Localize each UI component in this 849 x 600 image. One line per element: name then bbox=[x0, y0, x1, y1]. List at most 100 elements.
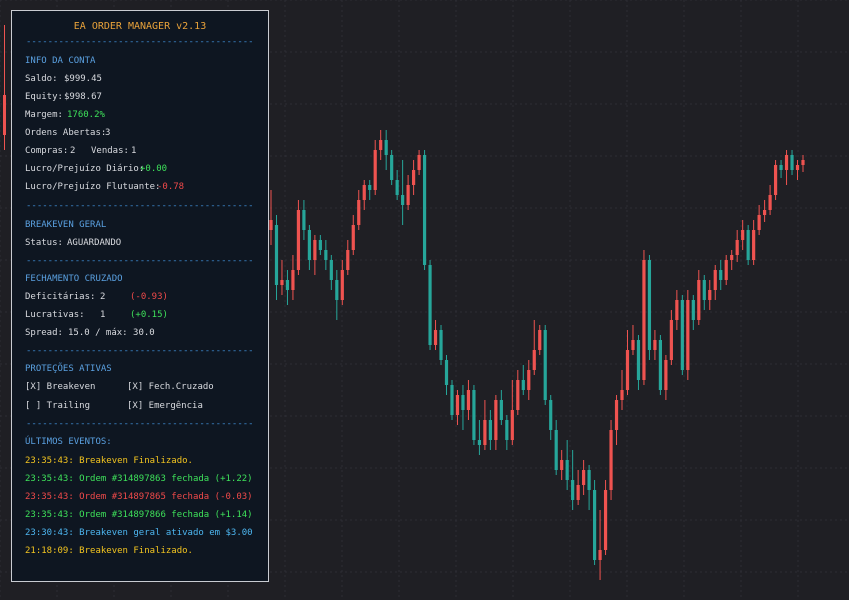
candle-body bbox=[384, 140, 388, 155]
spread-value: 15.0 / máx: 30.0 bbox=[68, 328, 155, 338]
candle-body bbox=[444, 360, 449, 385]
candle-body bbox=[505, 420, 509, 440]
candle-body bbox=[417, 155, 421, 170]
candle-body bbox=[280, 280, 284, 285]
candle-body bbox=[653, 340, 657, 350]
candle-body bbox=[730, 255, 734, 260]
candle-body bbox=[713, 270, 717, 290]
candle-body bbox=[335, 280, 339, 300]
candles bbox=[3, 25, 805, 580]
candle-body bbox=[647, 260, 652, 350]
candle-body bbox=[527, 370, 531, 390]
candle-body bbox=[313, 240, 317, 260]
candle-body bbox=[499, 400, 503, 420]
candle-body bbox=[724, 260, 728, 280]
candle-body bbox=[576, 485, 580, 500]
candle-body bbox=[669, 320, 673, 360]
daily-pl-label: Lucro/Prejuízo Diário: bbox=[25, 164, 145, 174]
candle-body bbox=[571, 480, 575, 500]
candle-body bbox=[746, 230, 750, 260]
events-header: ÚLTIMOS EVENTOS: bbox=[25, 437, 112, 447]
candle-body bbox=[532, 350, 536, 370]
candle-body bbox=[664, 360, 668, 390]
ea-info-panel: EA ORDER MANAGER v2.13 -----------------… bbox=[11, 10, 269, 582]
candle-body bbox=[675, 300, 679, 320]
candle-body bbox=[455, 395, 460, 415]
candle-body bbox=[565, 460, 569, 480]
profit-count: 1 bbox=[100, 310, 106, 320]
event-item: 23:35:43: Breakeven Finalizado. bbox=[25, 456, 193, 466]
candle-body bbox=[702, 280, 706, 300]
margin-label: Margem: bbox=[25, 110, 63, 120]
protection-breakeven: [X] Breakeven bbox=[25, 382, 96, 392]
candle-body bbox=[477, 440, 482, 445]
candle-body bbox=[773, 165, 778, 195]
protection-cross-close: [X] Fech.Cruzado bbox=[127, 382, 214, 392]
candle-body bbox=[719, 270, 723, 280]
candle-body bbox=[790, 155, 794, 170]
floating-pl-label: Lucro/Prejuízo Flutuante: bbox=[25, 182, 161, 192]
candle-body bbox=[587, 470, 591, 490]
sells-label: Vendas: bbox=[91, 146, 129, 156]
candle-body bbox=[422, 155, 427, 265]
candle-body bbox=[466, 390, 471, 410]
candle-body bbox=[521, 380, 525, 390]
floating-pl-value: -0.78 bbox=[157, 182, 185, 192]
candle-body bbox=[494, 400, 498, 440]
candle-body bbox=[768, 195, 772, 210]
candle-body bbox=[784, 155, 789, 170]
candle-body bbox=[658, 340, 663, 390]
event-item: 23:30:43: Breakeven geral ativado em $3.… bbox=[25, 528, 253, 538]
candle-body bbox=[592, 490, 597, 560]
candle-body bbox=[620, 390, 624, 400]
candle-body bbox=[582, 470, 586, 485]
candle-body bbox=[439, 330, 443, 360]
candle-body bbox=[680, 300, 684, 370]
profit-value: (+0.15) bbox=[130, 310, 168, 320]
candle-body bbox=[461, 395, 465, 410]
candle-body bbox=[450, 385, 454, 415]
open-orders-label: Ordens Abertas: bbox=[25, 128, 107, 138]
equity-value: $998.67 bbox=[64, 92, 102, 102]
candle-body bbox=[609, 430, 613, 490]
candle-body bbox=[324, 250, 328, 260]
candle-body bbox=[346, 250, 350, 270]
margin-value: 1760.2% bbox=[67, 110, 105, 120]
candle-body bbox=[269, 220, 273, 230]
candle-body bbox=[598, 550, 602, 560]
candle-body bbox=[801, 160, 805, 165]
candle-body bbox=[543, 330, 547, 400]
candle-body bbox=[318, 240, 322, 250]
candle-body bbox=[433, 330, 438, 345]
candle-body bbox=[763, 210, 767, 215]
candle-body bbox=[472, 390, 476, 440]
candle-body bbox=[362, 185, 366, 200]
candle-body bbox=[351, 225, 355, 250]
sells-value: 1 bbox=[131, 146, 137, 156]
candle-body bbox=[735, 240, 739, 255]
candle-body bbox=[368, 185, 372, 190]
separator: ----------------------------------------… bbox=[26, 419, 255, 429]
candle-body bbox=[636, 340, 641, 380]
open-orders-value: 3 bbox=[105, 128, 111, 138]
candle-body bbox=[340, 270, 344, 300]
candle-body bbox=[406, 185, 410, 205]
candle-body bbox=[296, 210, 301, 270]
separator: ----------------------------------------… bbox=[26, 256, 255, 266]
candle-body bbox=[642, 260, 646, 380]
buys-label: Compras: bbox=[25, 146, 69, 156]
candle-body bbox=[614, 400, 619, 430]
candle-body bbox=[631, 340, 635, 350]
separator: ----------------------------------------… bbox=[26, 37, 255, 47]
daily-pl-value: +0.00 bbox=[140, 164, 168, 174]
candle-body bbox=[538, 330, 542, 350]
breakeven-status-value: AGUARDANDO bbox=[67, 238, 122, 248]
candle-body bbox=[795, 165, 800, 170]
candle-body bbox=[483, 420, 487, 445]
candle-body bbox=[510, 410, 514, 440]
candle-body bbox=[516, 380, 520, 410]
candle-body bbox=[390, 155, 394, 180]
candle-body bbox=[708, 290, 712, 300]
separator: ----------------------------------------… bbox=[26, 346, 255, 356]
event-item: 23:35:43: Ordem #314897866 fechada (+1.1… bbox=[25, 510, 253, 520]
